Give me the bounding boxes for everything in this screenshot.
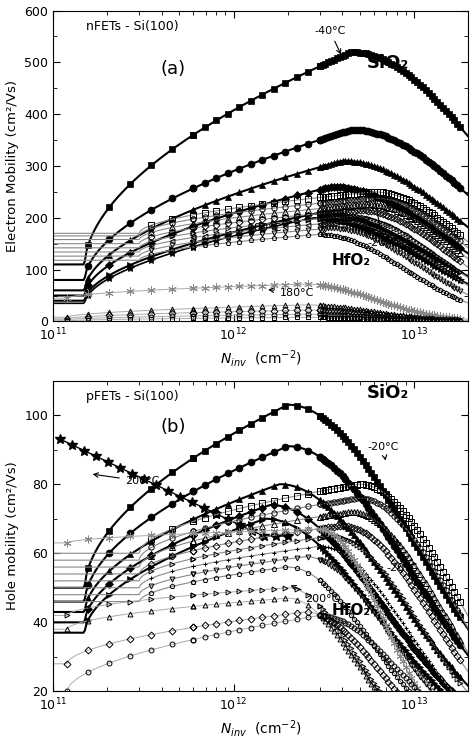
Text: 200°C: 200°C xyxy=(94,473,159,486)
Y-axis label: Electron Mobility (cm²/Vs): Electron Mobility (cm²/Vs) xyxy=(6,80,18,252)
Text: 180°C: 180°C xyxy=(248,221,292,232)
X-axis label: $N_{inv}$  (cm$^{-2}$): $N_{inv}$ (cm$^{-2}$) xyxy=(220,349,301,370)
Text: -20°C: -20°C xyxy=(367,442,399,460)
Text: SiO₂: SiO₂ xyxy=(367,384,410,402)
Text: SiO₂: SiO₂ xyxy=(367,54,410,72)
Text: -20°C: -20°C xyxy=(367,197,399,248)
Text: HfO₂: HfO₂ xyxy=(332,603,371,618)
Text: nFETs - Si(100): nFETs - Si(100) xyxy=(86,20,179,33)
Text: pFETs - Si(100): pFETs - Si(100) xyxy=(86,390,179,403)
Text: HfO₂: HfO₂ xyxy=(332,253,371,268)
Text: 180°C: 180°C xyxy=(269,288,314,297)
Text: (b): (b) xyxy=(161,418,186,436)
Y-axis label: Hole mobility (cm²/Vs): Hole mobility (cm²/Vs) xyxy=(6,462,18,610)
Text: -20°C: -20°C xyxy=(386,540,418,573)
Text: (a): (a) xyxy=(161,60,186,78)
Text: 200°C: 200°C xyxy=(292,586,340,603)
Text: -40°C: -40°C xyxy=(314,26,346,54)
X-axis label: $N_{inv}$  (cm$^{-2}$): $N_{inv}$ (cm$^{-2}$) xyxy=(220,718,301,740)
